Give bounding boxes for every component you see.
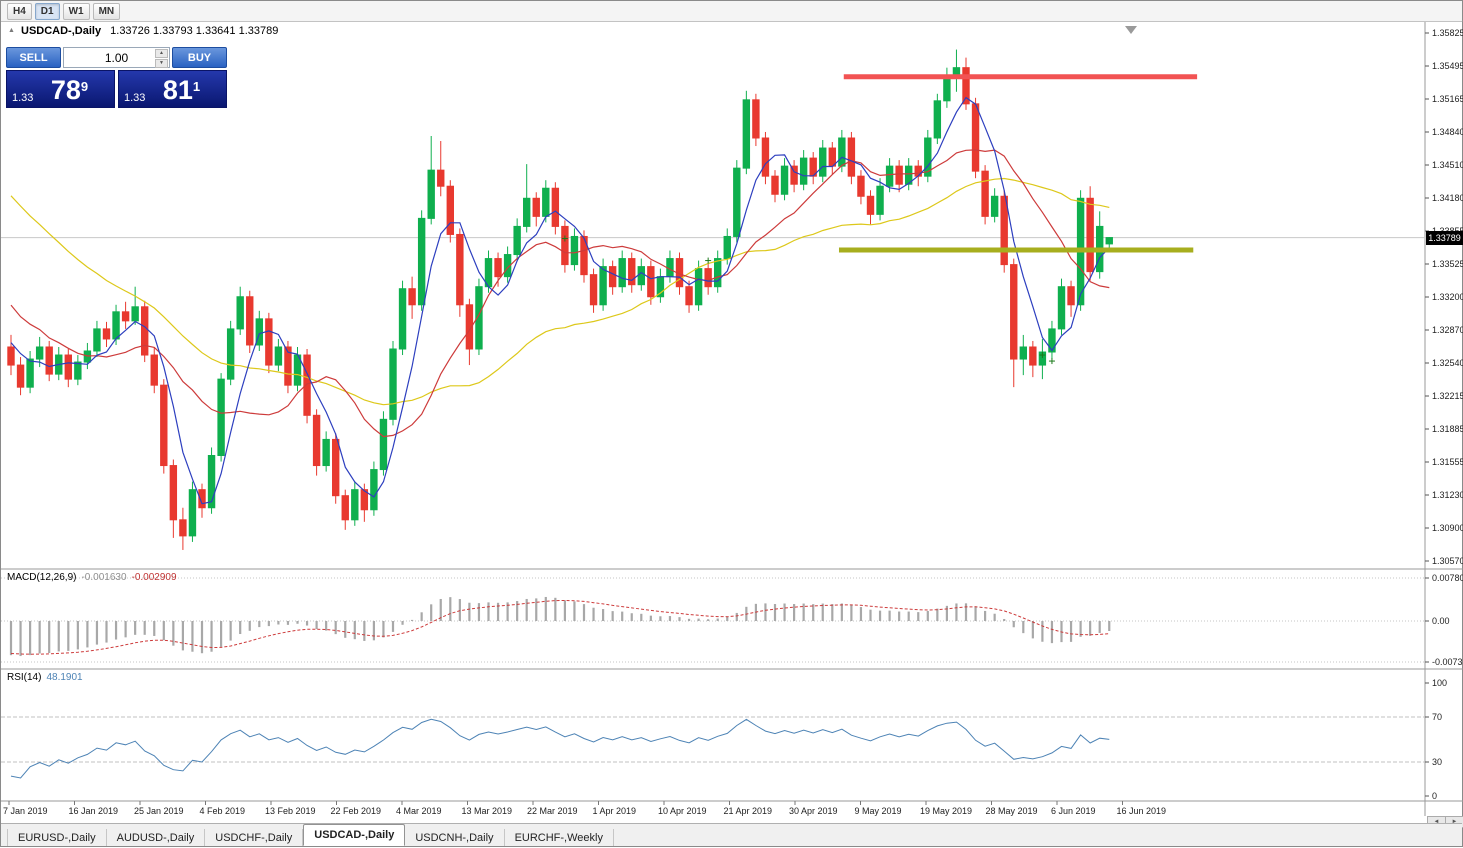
- moving-average-lines: [10, 96, 1110, 505]
- chart-title: ▲ USDCAD-,Daily 1.33726 1.33793 1.33641 …: [8, 25, 278, 37]
- ask-price-big: 81: [162, 75, 193, 105]
- svg-text:21 Apr 2019: 21 Apr 2019: [724, 806, 773, 816]
- volume-input[interactable]: 1.00 ▲ ▼: [63, 47, 170, 68]
- volume-spinner: ▲ ▼: [155, 49, 168, 68]
- buy-button[interactable]: BUY: [172, 47, 227, 68]
- volume-up-icon[interactable]: ▲: [155, 49, 168, 58]
- timeframe-toolbar: H4 D1 W1 MN: [1, 1, 1462, 22]
- svg-text:0.007807: 0.007807: [1432, 573, 1463, 583]
- svg-text:1.34510: 1.34510: [1432, 160, 1463, 170]
- chart-tab-usdcnh[interactable]: USDCNH-,Daily: [405, 829, 505, 846]
- cross-markers: [561, 235, 1055, 365]
- timeframe-button-h4[interactable]: H4: [7, 2, 32, 20]
- svg-text:13 Feb 2019: 13 Feb 2019: [265, 806, 316, 816]
- macd-panel: 0.007807 0.00 -0.007362: [1, 573, 1463, 667]
- svg-text:70: 70: [1432, 712, 1442, 722]
- ask-price-head: 1.33: [124, 92, 146, 104]
- date-axis[interactable]: 7 Jan 2019 16 Jan 2019 25 Jan 2019 4 Feb 20…: [3, 801, 1166, 816]
- svg-text:7 Jan 2019: 7 Jan 2019: [3, 806, 48, 816]
- svg-text:1.35495: 1.35495: [1432, 61, 1463, 71]
- timeframe-button-d1[interactable]: D1: [34, 2, 60, 20]
- rsi-line: [10, 718, 1110, 779]
- current-price-tag: 1.33789: [1426, 230, 1463, 245]
- macd-name: MACD(12,26,9): [7, 572, 77, 583]
- timeframe-button-w1[interactable]: W1: [62, 2, 90, 20]
- svg-text:1.32540: 1.32540: [1432, 358, 1463, 368]
- chart-symbol-label: USDCAD-,Daily: [21, 25, 102, 37]
- svg-text:22 Mar 2019: 22 Mar 2019: [527, 806, 578, 816]
- svg-text:1.33200: 1.33200: [1432, 292, 1463, 302]
- svg-text:1.31230: 1.31230: [1432, 490, 1463, 500]
- svg-text:1.31555: 1.31555: [1432, 457, 1463, 467]
- macd-signal-value: -0.002909: [131, 572, 177, 583]
- ma-13-line: [10, 149, 1110, 438]
- bid-price-box[interactable]: 1.33 78 9: [6, 70, 115, 108]
- svg-text:1.35165: 1.35165: [1432, 94, 1463, 104]
- svg-text:30: 30: [1432, 757, 1442, 767]
- svg-text:1.34180: 1.34180: [1432, 193, 1463, 203]
- svg-text:6 Jun 2019: 6 Jun 2019: [1051, 806, 1096, 816]
- volume-down-icon[interactable]: ▼: [155, 59, 168, 68]
- chart-tab-usdcad[interactable]: USDCAD-,Daily: [303, 824, 406, 846]
- svg-text:1 Apr 2019: 1 Apr 2019: [593, 806, 637, 816]
- svg-text:13 Mar 2019: 13 Mar 2019: [462, 806, 513, 816]
- svg-text:0: 0: [1432, 791, 1437, 801]
- svg-text:1.30900: 1.30900: [1432, 523, 1463, 533]
- bid-price-pip: 9: [80, 79, 89, 94]
- svg-text:1.34840: 1.34840: [1432, 127, 1463, 137]
- one-click-trading-panel: SELL 1.00 ▲ ▼ BUY 1.33 78 9 1.33 81 1: [6, 47, 227, 108]
- macd-label: MACD(12,26,9) -0.001630 -0.002909: [7, 572, 177, 583]
- svg-text:1.33525: 1.33525: [1432, 259, 1463, 269]
- bid-price-big: 78: [50, 75, 81, 105]
- svg-text:22 Feb 2019: 22 Feb 2019: [331, 806, 382, 816]
- svg-text:1.32215: 1.32215: [1432, 391, 1463, 401]
- chart-shift-icon: [1125, 26, 1137, 34]
- rsi-panel: 100 70 30 0: [1, 678, 1447, 801]
- svg-text:28 May 2019: 28 May 2019: [986, 806, 1038, 816]
- macd-signal-line: [10, 599, 1110, 655]
- svg-text:100: 100: [1432, 678, 1447, 688]
- collapse-chart-icon[interactable]: ▲: [8, 27, 15, 34]
- volume-value: 1.00: [104, 50, 129, 65]
- ma-5-line: [10, 96, 1110, 505]
- chart-ohlc-values: 1.33726 1.33793 1.33641 1.33789: [110, 25, 279, 37]
- drawn-lines: [838, 74, 1198, 253]
- ask-price-box[interactable]: 1.33 81 1: [118, 70, 227, 108]
- svg-text:-0.007362: -0.007362: [1432, 657, 1463, 667]
- timeframe-button-mn[interactable]: MN: [92, 2, 121, 20]
- svg-text:1.31885: 1.31885: [1432, 424, 1463, 434]
- svg-text:4 Feb 2019: 4 Feb 2019: [200, 806, 246, 816]
- svg-text:16 Jan 2019: 16 Jan 2019: [69, 806, 119, 816]
- ma-34-line: [10, 177, 1110, 406]
- price-scale[interactable]: 1.35825 1.35495 1.35165 1.34840 1.34510 1.341…: [1425, 28, 1463, 566]
- svg-text:4 Mar 2019: 4 Mar 2019: [396, 806, 442, 816]
- sell-button[interactable]: SELL: [6, 47, 61, 68]
- svg-text:9 May 2019: 9 May 2019: [855, 806, 902, 816]
- svg-text:1.32870: 1.32870: [1432, 325, 1463, 335]
- rsi-label: RSI(14) 48.1901: [7, 672, 83, 683]
- chart-tab-usdchf[interactable]: USDCHF-,Daily: [205, 829, 304, 846]
- chart-tab-eurchf[interactable]: EURCHF-,Weekly: [505, 829, 614, 846]
- candles: [7, 49, 1113, 550]
- svg-text:1.35825: 1.35825: [1432, 28, 1463, 38]
- timeframe-buttons: H4 D1 W1 MN: [7, 2, 123, 20]
- svg-text:0.00: 0.00: [1432, 616, 1450, 626]
- svg-text:25 Jan 2019: 25 Jan 2019: [134, 806, 184, 816]
- ask-price-pip: 1: [192, 79, 201, 94]
- bid-price-head: 1.33: [12, 92, 34, 104]
- svg-text:10 Apr 2019: 10 Apr 2019: [658, 806, 707, 816]
- svg-text:16 Jun 2019: 16 Jun 2019: [1117, 806, 1167, 816]
- macd-main-value: -0.001630: [81, 572, 127, 583]
- chart-tab-eurusd[interactable]: EURUSD-,Daily: [7, 829, 107, 846]
- svg-text:30 Apr 2019: 30 Apr 2019: [789, 806, 838, 816]
- chart-tab-bar: EURUSD-,Daily AUDUSD-,Daily USDCHF-,Daily U…: [1, 823, 1462, 846]
- svg-text:1.30570: 1.30570: [1432, 556, 1463, 566]
- svg-text:19 May 2019: 19 May 2019: [920, 806, 972, 816]
- chart-tab-audusd[interactable]: AUDUSD-,Daily: [107, 829, 206, 846]
- rsi-value: 48.1901: [46, 672, 83, 683]
- rsi-name: RSI(14): [7, 672, 42, 683]
